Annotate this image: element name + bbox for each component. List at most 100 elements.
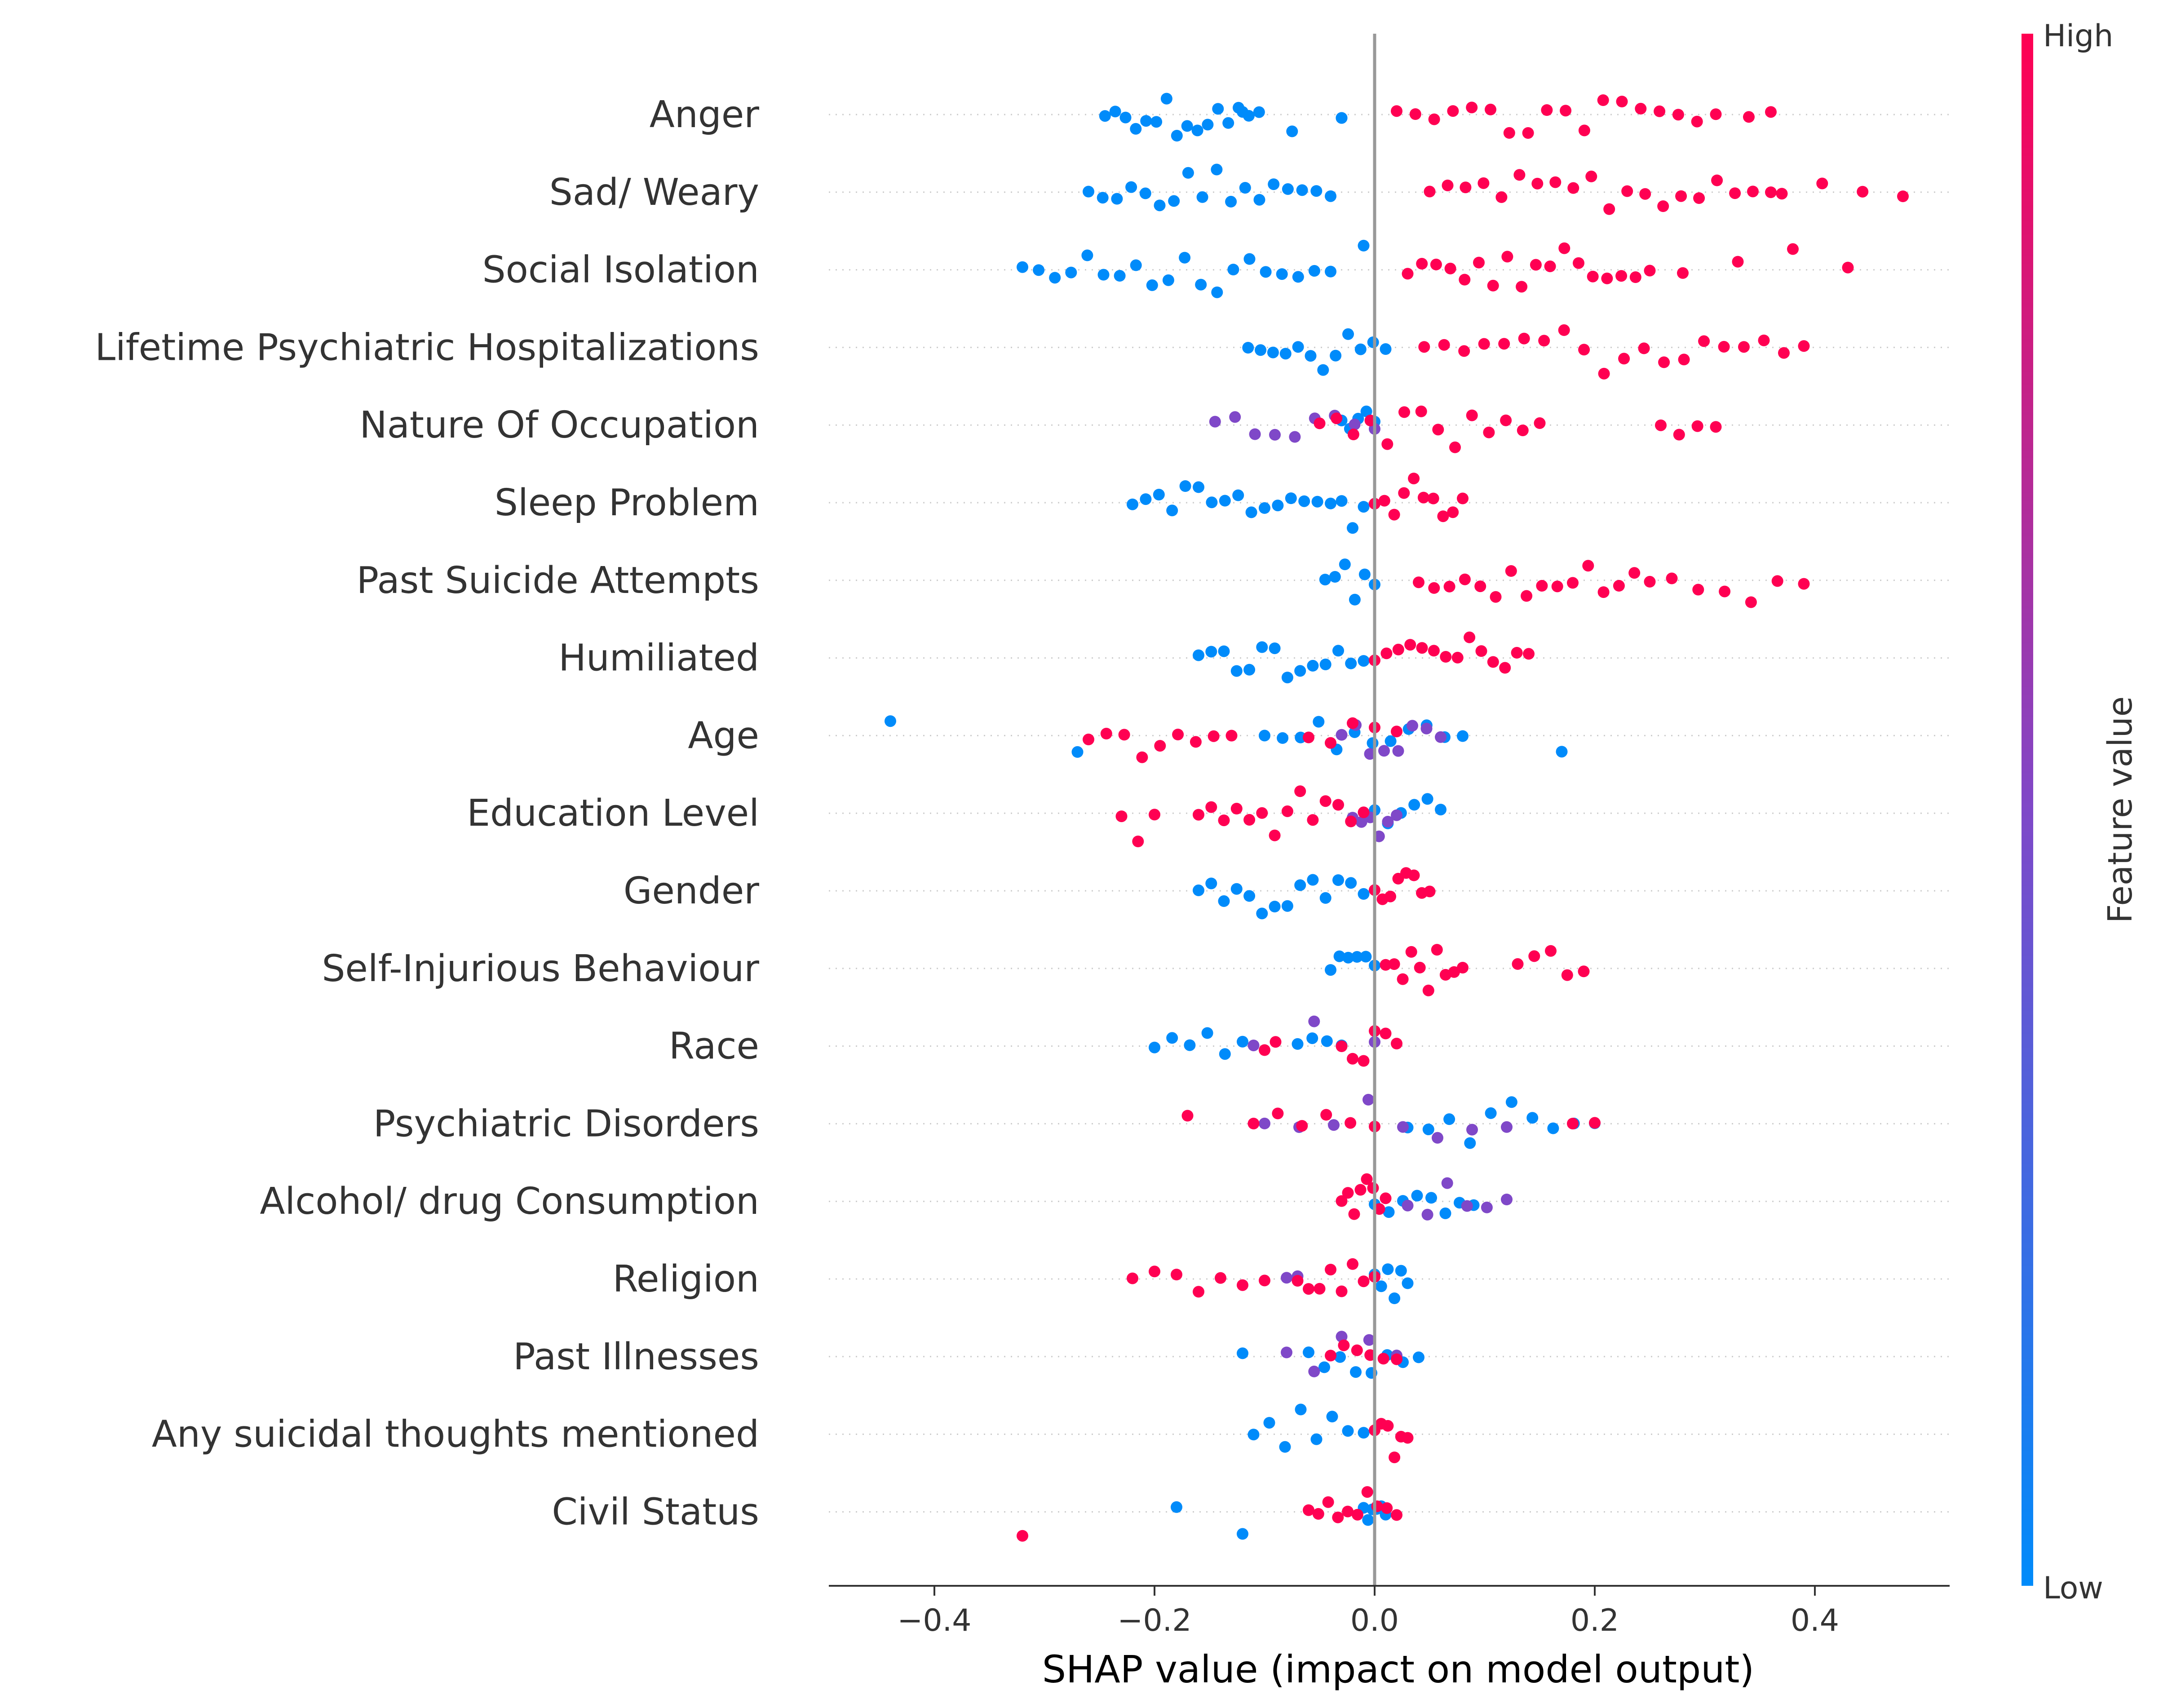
shap-point xyxy=(1382,816,1394,827)
shap-point xyxy=(1485,1107,1497,1119)
shap-point xyxy=(1347,1258,1358,1270)
shap-point xyxy=(1398,487,1410,499)
shap-point xyxy=(1259,1274,1270,1287)
shap-point xyxy=(1438,339,1450,351)
shap-point xyxy=(1361,1486,1373,1498)
shap-point xyxy=(1435,731,1447,743)
shap-point xyxy=(1345,815,1357,827)
shap-point xyxy=(1776,188,1788,200)
shap-point xyxy=(1329,571,1341,583)
shap-point xyxy=(1411,1190,1423,1202)
shap-point xyxy=(1303,1346,1314,1358)
shap-point xyxy=(1331,412,1343,425)
shap-point xyxy=(1215,1272,1226,1284)
shap-point xyxy=(1317,364,1329,376)
shap-point xyxy=(1473,257,1485,269)
shap-point xyxy=(1573,257,1584,269)
feature-label: Religion xyxy=(613,1258,759,1301)
shap-point xyxy=(1449,441,1461,453)
shap-point xyxy=(1538,335,1550,347)
x-tick-label: 0.2 xyxy=(1570,1603,1619,1638)
shap-point xyxy=(1303,731,1314,743)
shap-point xyxy=(1363,1334,1375,1346)
shap-point xyxy=(1319,574,1331,586)
shap-point xyxy=(1413,1351,1424,1363)
shap-point xyxy=(1162,274,1174,286)
shap-point xyxy=(1325,265,1336,278)
shap-point xyxy=(1298,495,1310,507)
shap-point xyxy=(1239,182,1251,194)
shap-point xyxy=(1385,890,1396,903)
shap-point xyxy=(1308,1015,1320,1027)
shap-point xyxy=(1518,332,1530,345)
shap-point xyxy=(1418,341,1430,353)
shap-point xyxy=(1635,102,1647,115)
shap-point xyxy=(1269,429,1281,441)
shap-point xyxy=(1582,560,1594,572)
shap-point xyxy=(1389,1292,1401,1304)
shap-point xyxy=(1380,343,1392,355)
shap-point xyxy=(1431,944,1443,956)
shap-point xyxy=(1249,428,1261,440)
shap-point xyxy=(1219,1048,1231,1060)
shap-point xyxy=(1322,1496,1334,1508)
shap-point xyxy=(1267,346,1279,358)
shap-point xyxy=(1325,1350,1336,1362)
shap-point xyxy=(1485,103,1496,115)
shap-point xyxy=(1718,341,1730,353)
shap-point xyxy=(1459,274,1471,286)
shap-point xyxy=(1495,191,1508,203)
shap-point xyxy=(1171,1501,1182,1513)
shap-point xyxy=(1281,1272,1292,1284)
shap-point xyxy=(1597,94,1609,106)
shap-point xyxy=(1589,1117,1601,1129)
shap-point xyxy=(1616,96,1628,107)
shap-points xyxy=(885,93,1909,1542)
shap-point xyxy=(1738,341,1750,353)
shap-point xyxy=(1380,1192,1392,1204)
shap-point xyxy=(1501,1194,1513,1205)
shap-point xyxy=(1111,193,1123,205)
shap-point xyxy=(1296,184,1308,196)
shap-point xyxy=(1442,179,1454,191)
shap-point xyxy=(1140,493,1152,505)
shap-point xyxy=(1099,110,1111,122)
shap-point xyxy=(1153,489,1165,500)
shap-point xyxy=(1277,732,1289,744)
shap-point xyxy=(1166,504,1178,517)
shap-point xyxy=(1466,102,1478,114)
shap-point xyxy=(1391,1509,1402,1521)
shap-point xyxy=(1140,115,1152,127)
shap-point xyxy=(1130,259,1142,271)
shap-point xyxy=(1253,194,1265,206)
shap-point xyxy=(1166,1032,1178,1044)
shap-point xyxy=(1466,1124,1478,1136)
feature-label: Past Suicide Attempts xyxy=(357,559,759,602)
shap-point xyxy=(1269,829,1281,841)
shap-point xyxy=(1115,810,1128,823)
shap-point xyxy=(1146,279,1158,291)
shap-point xyxy=(1190,736,1202,748)
shap-point xyxy=(1193,1286,1204,1298)
shap-point xyxy=(1655,419,1667,431)
shap-point xyxy=(1172,729,1184,740)
shap-point xyxy=(1375,1280,1387,1292)
shap-point xyxy=(1336,1195,1348,1207)
shap-point xyxy=(1358,806,1370,819)
shap-point xyxy=(1305,350,1317,362)
shap-point xyxy=(1319,795,1332,807)
shap-point xyxy=(1391,1038,1402,1049)
feature-label: Age xyxy=(688,714,759,757)
shap-point xyxy=(1710,108,1722,120)
shap-point xyxy=(1247,1429,1260,1441)
shap-point xyxy=(1842,261,1854,274)
shap-point xyxy=(1517,425,1529,436)
shap-point xyxy=(1347,429,1359,440)
feature-label: Sleep Problem xyxy=(495,482,759,524)
shap-point xyxy=(1501,1121,1513,1133)
shap-point xyxy=(1272,1107,1284,1119)
shap-point xyxy=(1218,645,1230,657)
shap-point xyxy=(1457,492,1469,504)
shap-point xyxy=(1276,268,1288,280)
shap-point xyxy=(1678,354,1690,366)
